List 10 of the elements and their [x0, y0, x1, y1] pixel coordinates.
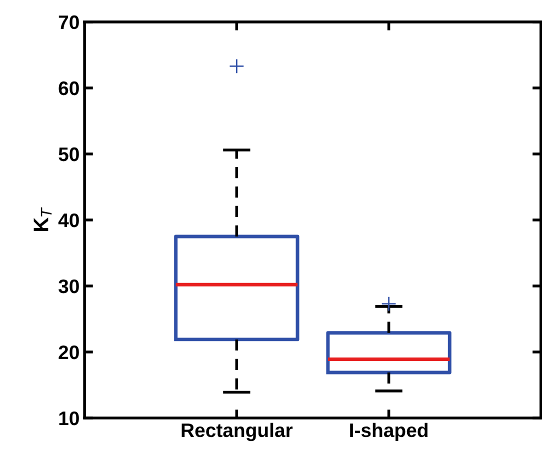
y-tick-label: 60 [58, 81, 79, 96]
y-tick-label: 30 [58, 279, 79, 294]
y-tick-label: 20 [58, 345, 79, 360]
y-tick-label: 50 [58, 147, 79, 162]
x-tick-label: Rectangular [182, 422, 293, 442]
y-tick-label: 70 [58, 15, 79, 30]
x-tick-label: I-shaped [350, 422, 428, 441]
y-tick-label: 40 [58, 213, 79, 228]
y-tick-label: 10 [59, 411, 79, 426]
y-axis-title: K$_{T}$ [34, 207, 52, 231]
